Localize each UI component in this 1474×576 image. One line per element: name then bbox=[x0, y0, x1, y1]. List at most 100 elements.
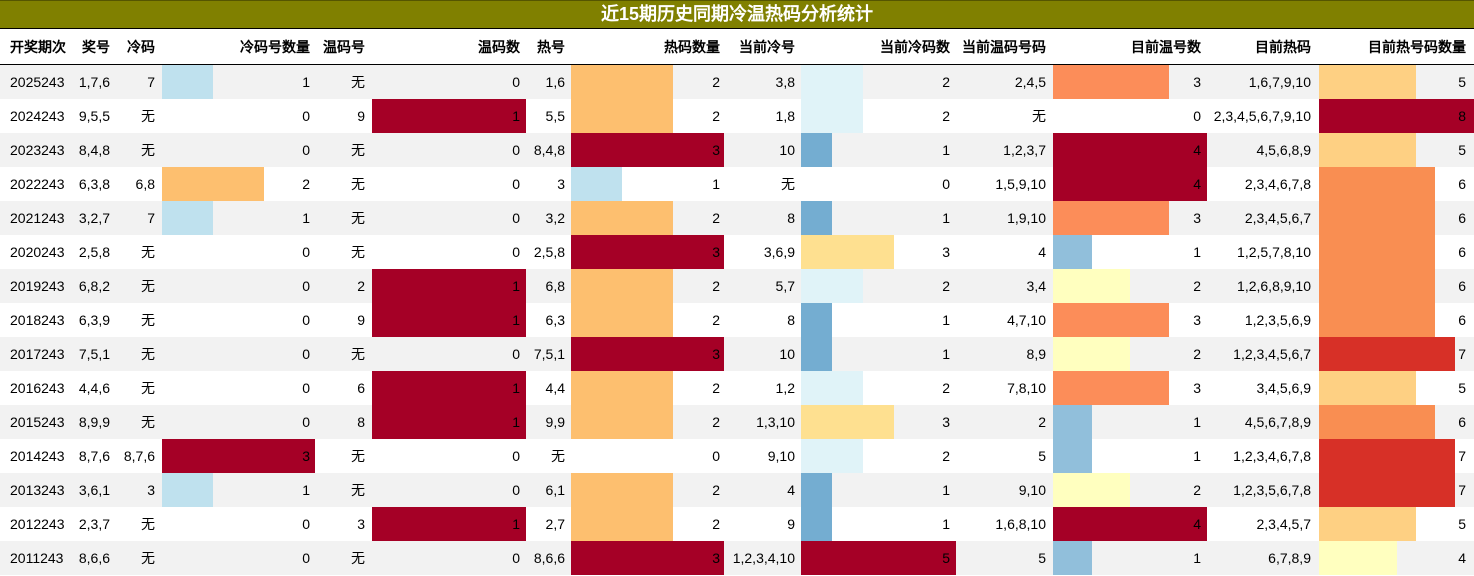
cell-cur-warm: 2,4,5 bbox=[1014, 74, 1046, 90]
cell-cold-count: 2 bbox=[302, 176, 310, 192]
cell-cur-cold: 3,8 bbox=[775, 74, 795, 90]
cell-warm-count: 1 bbox=[512, 380, 520, 396]
cell-cur-warm: 9,10 bbox=[1018, 482, 1046, 498]
cell-cur-cold-count: 2 bbox=[942, 278, 950, 294]
cell-cur-cold: 1,3,10 bbox=[756, 414, 795, 430]
cur-warm-count-bar bbox=[1053, 133, 1207, 167]
hot-count-bar bbox=[571, 133, 724, 167]
cell-cold-count: 1 bbox=[302, 482, 310, 498]
cell-hot: 3 bbox=[557, 176, 565, 192]
cell-period: 2011243 bbox=[10, 550, 64, 566]
cell-cur-warm: 1,2,3,7 bbox=[1003, 142, 1046, 158]
cell-cur-hot: 1,2,5,7,8,10 bbox=[1237, 244, 1311, 260]
cur-hot-count-bar bbox=[1319, 235, 1435, 269]
cell-warm: 无 bbox=[351, 550, 365, 566]
cell-cur-cold-count: 1 bbox=[942, 346, 950, 362]
table-row: 2018243 6,3,9 无 0 9 1 6,3 2 8 1 4,7,10 3 1,2,3,5,6,9… bbox=[0, 303, 1474, 337]
header-cur-warm-count: 目前温号数 bbox=[1131, 39, 1201, 55]
cell-cur-hot-count: 7 bbox=[1458, 346, 1466, 362]
cell-cold: 7 bbox=[147, 74, 155, 90]
cell-warm-count: 0 bbox=[512, 346, 520, 362]
cell-cur-cold: 5,7 bbox=[775, 278, 795, 294]
cell-hot-count: 2 bbox=[712, 74, 720, 90]
cell-warm: 无 bbox=[351, 176, 365, 192]
cell-cur-hot-count: 7 bbox=[1458, 482, 1466, 498]
cell-cur-cold: 10 bbox=[779, 142, 795, 158]
cell-cur-warm-count: 1 bbox=[1193, 550, 1201, 566]
cur-cold-count-bar bbox=[801, 439, 863, 473]
cell-cold: 无 bbox=[141, 142, 155, 158]
cur-hot-count-bar bbox=[1319, 99, 1474, 133]
cell-cur-warm-count: 4 bbox=[1193, 142, 1201, 158]
cell-cur-hot: 3,4,5,6,9 bbox=[1256, 380, 1312, 396]
cell-cold-count: 0 bbox=[302, 380, 310, 396]
cell-cur-cold: 无 bbox=[781, 176, 795, 192]
cell-hot-count: 2 bbox=[712, 210, 720, 226]
cur-hot-count-bar bbox=[1319, 201, 1435, 235]
table-row: 2020243 2,5,8 无 0 无 0 2,5,8 3 3,6,9 3 4 1 1,2,5,7,8,… bbox=[0, 235, 1474, 269]
cell-cold-count: 0 bbox=[302, 414, 310, 430]
header-cur-warm: 当前温码号码 bbox=[962, 39, 1046, 55]
cur-warm-count-bar bbox=[1053, 337, 1130, 371]
cell-warm-count: 1 bbox=[512, 414, 520, 430]
cell-cur-cold-count: 1 bbox=[942, 312, 950, 328]
cur-cold-count-bar bbox=[801, 99, 863, 133]
cell-warm-count: 1 bbox=[512, 278, 520, 294]
cur-hot-count-bar bbox=[1319, 269, 1435, 303]
cell-period: 2019243 bbox=[10, 278, 65, 294]
cell-cur-hot: 2,3,4,5,7 bbox=[1256, 516, 1312, 532]
cell-warm-count: 1 bbox=[512, 108, 520, 124]
cur-hot-count-bar bbox=[1319, 167, 1435, 201]
header-cur-cold: 当前冷号 bbox=[739, 39, 795, 55]
cell-cold-count: 3 bbox=[302, 448, 310, 464]
cell-warm: 无 bbox=[351, 142, 365, 158]
cell-warm-count: 0 bbox=[512, 74, 520, 90]
cell-warm: 无 bbox=[351, 210, 365, 226]
cell-period: 2013243 bbox=[10, 482, 65, 498]
cell-cur-warm: 1,6,8,10 bbox=[995, 516, 1046, 532]
cell-warm-count: 0 bbox=[512, 142, 520, 158]
cur-hot-count-bar bbox=[1319, 405, 1435, 439]
warm-count-bar bbox=[372, 269, 526, 303]
cell-cold: 无 bbox=[141, 244, 155, 260]
cur-cold-count-bar bbox=[801, 303, 832, 337]
cell-cur-hot-count: 6 bbox=[1458, 312, 1466, 328]
cur-hot-count-bar bbox=[1319, 337, 1455, 371]
cell-cold: 无 bbox=[141, 516, 155, 532]
cell-nums: 9,5,5 bbox=[78, 108, 110, 124]
cell-warm: 无 bbox=[351, 482, 365, 498]
cell-cold-count: 1 bbox=[302, 74, 310, 90]
cell-hot: 3,2 bbox=[545, 210, 565, 226]
table-row: 2012243 2,3,7 无 0 3 1 2,7 2 9 1 1,6,8,10 4 2,3,4,5,7… bbox=[0, 507, 1474, 541]
cell-cur-cold-count: 3 bbox=[942, 414, 950, 430]
cell-cur-hot: 4,5,6,8,9 bbox=[1256, 142, 1312, 158]
header-cur-cold-count: 当前冷码数 bbox=[880, 39, 950, 55]
cell-cur-cold: 9 bbox=[787, 516, 795, 532]
cell-cur-warm: 无 bbox=[1032, 108, 1046, 124]
cur-hot-count-bar bbox=[1319, 473, 1455, 507]
cur-hot-count-bar bbox=[1319, 303, 1435, 337]
cell-cur-warm: 7,8,10 bbox=[1007, 380, 1046, 396]
cell-cur-warm-count: 0 bbox=[1193, 108, 1201, 124]
cur-cold-count-bar bbox=[801, 473, 832, 507]
cell-cold: 3 bbox=[147, 482, 155, 498]
cur-warm-count-bar bbox=[1053, 473, 1130, 507]
header-hot-count: 热码数量 bbox=[664, 39, 720, 55]
hot-count-bar bbox=[571, 201, 673, 235]
hot-count-bar bbox=[571, 405, 673, 439]
cell-cur-cold-count: 2 bbox=[942, 448, 950, 464]
cell-period: 2017243 bbox=[10, 346, 65, 362]
cell-cur-cold-count: 0 bbox=[942, 176, 950, 192]
cold-count-bar bbox=[162, 65, 213, 99]
cell-warm: 6 bbox=[357, 380, 365, 396]
cell-warm-count: 0 bbox=[512, 550, 520, 566]
cell-hot-count: 3 bbox=[712, 142, 720, 158]
cur-hot-count-bar bbox=[1319, 439, 1455, 473]
cell-nums: 8,7,6 bbox=[78, 448, 110, 464]
table-row: 2021243 3,2,7 7 1 无 0 3,2 2 8 1 1,9,10 3 2,3,4,5,6,7… bbox=[0, 201, 1474, 235]
cell-hot-count: 2 bbox=[712, 516, 720, 532]
hot-count-bar bbox=[571, 167, 622, 201]
cell-warm: 8 bbox=[357, 414, 365, 430]
cur-warm-count-bar bbox=[1053, 201, 1169, 235]
cell-cur-warm: 1,5,9,10 bbox=[995, 176, 1046, 192]
